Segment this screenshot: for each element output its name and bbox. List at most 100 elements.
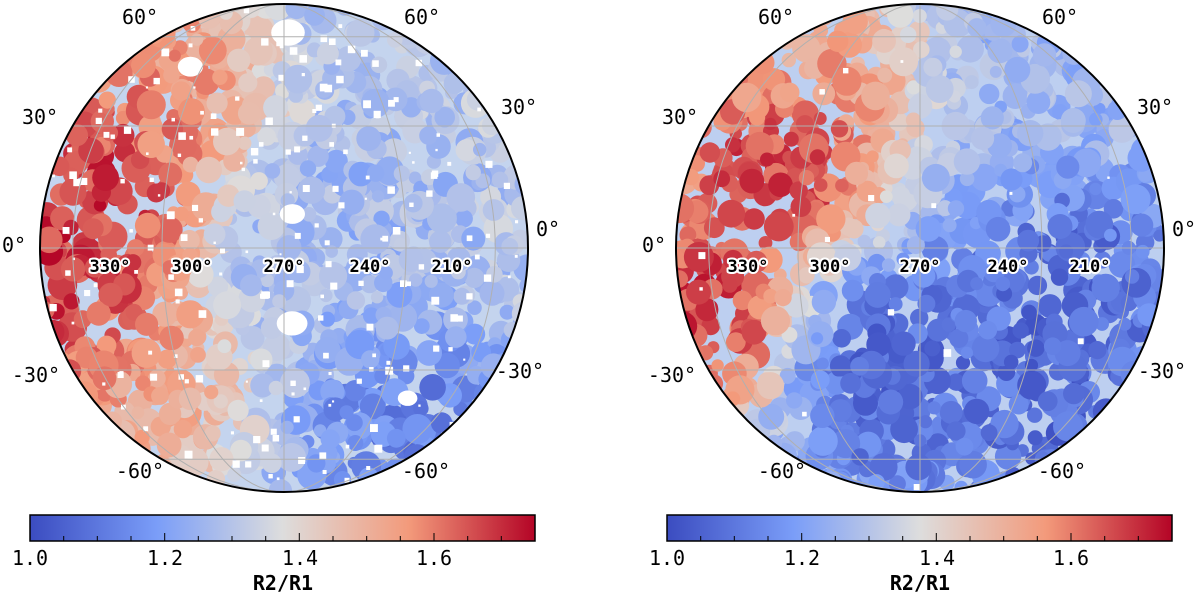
map-patch xyxy=(213,394,228,409)
map-patch xyxy=(828,399,852,423)
map-patch xyxy=(796,115,814,134)
map-patch xyxy=(314,337,341,364)
map-patch xyxy=(96,335,117,356)
map-patch xyxy=(429,230,452,253)
map-patch xyxy=(161,118,184,140)
lon-label: 240° xyxy=(988,257,1029,277)
map-patch xyxy=(301,207,317,222)
data-gap xyxy=(95,117,102,124)
data-gap xyxy=(887,309,895,316)
data-gap xyxy=(180,234,188,241)
data-gap xyxy=(474,254,480,260)
lat-label: 30° xyxy=(501,95,537,119)
data-gap xyxy=(271,19,305,46)
map-patch xyxy=(217,339,232,354)
map-patch xyxy=(906,80,921,95)
map-patch xyxy=(464,267,485,288)
map-patch xyxy=(1012,322,1029,339)
map-patch xyxy=(884,153,909,179)
colorbar-tick-label: 1.6 xyxy=(1053,546,1089,570)
map-patch xyxy=(156,216,183,243)
map-patch xyxy=(379,266,393,280)
data-gap xyxy=(319,83,328,92)
map-patch xyxy=(960,346,974,359)
data-gap xyxy=(324,240,330,246)
data-gap xyxy=(302,135,308,141)
map-patch xyxy=(136,90,166,120)
map-patch xyxy=(348,161,374,187)
map-patch xyxy=(866,150,879,163)
data-gap xyxy=(148,350,153,355)
map-patch xyxy=(1089,182,1102,196)
map-patch xyxy=(866,332,891,357)
map-patch xyxy=(430,412,453,434)
map-patch xyxy=(917,294,936,313)
data-gap xyxy=(843,68,849,74)
map-patch xyxy=(1038,294,1062,318)
data-gap xyxy=(314,223,319,228)
map-patch xyxy=(356,126,382,151)
data-gap xyxy=(336,75,344,84)
map-patch xyxy=(204,385,219,400)
map-patch xyxy=(923,57,943,77)
map-patch xyxy=(419,374,446,401)
lat-label: 30° xyxy=(662,105,698,129)
data-gap xyxy=(232,460,240,468)
colorbar-tick-label: 1.0 xyxy=(12,546,48,570)
map-patch xyxy=(953,148,981,175)
map-patch xyxy=(760,306,791,336)
map-patch xyxy=(743,208,765,230)
data-gap xyxy=(241,167,245,172)
map-patch xyxy=(227,48,251,72)
map-patch xyxy=(878,389,904,415)
globe-left-border xyxy=(39,3,529,493)
map-patch xyxy=(320,429,340,449)
map-patch xyxy=(978,320,998,340)
map-patch xyxy=(924,340,941,357)
map-patch xyxy=(779,367,796,384)
map-patch xyxy=(921,235,949,263)
map-patch xyxy=(511,301,528,326)
data-gap xyxy=(431,170,439,177)
map-patch xyxy=(822,471,842,491)
map-patch xyxy=(397,367,415,385)
data-gap xyxy=(483,274,492,282)
map-patch xyxy=(159,325,184,351)
map-patch xyxy=(363,307,380,325)
data-gap xyxy=(426,190,433,197)
map-patch xyxy=(304,5,325,26)
map-patch xyxy=(398,247,424,272)
data-gap xyxy=(161,48,170,57)
map-patch xyxy=(152,301,178,327)
map-patch xyxy=(445,326,467,348)
map-patch xyxy=(741,319,767,345)
map-patch xyxy=(844,219,864,239)
data-gap xyxy=(110,134,115,139)
globe-right-lat-labels: 60° 60° 30° 30° 0° 0° -30° -30° -60° -60… xyxy=(642,5,1196,483)
map-patch xyxy=(832,66,862,96)
data-gap xyxy=(220,248,225,254)
map-patch xyxy=(158,162,183,187)
data-gap xyxy=(259,399,263,402)
map-patch xyxy=(386,428,406,448)
map-patch xyxy=(238,73,258,93)
data-gap xyxy=(387,186,395,194)
map-patch xyxy=(393,165,410,182)
map-patch xyxy=(1013,153,1033,173)
graticule-meridian xyxy=(161,4,285,492)
data-gap xyxy=(150,373,158,381)
map-patch xyxy=(841,279,864,302)
map-patch xyxy=(151,387,169,405)
map-patch xyxy=(763,288,778,304)
data-gap xyxy=(370,424,378,432)
lon-label: 240° xyxy=(350,257,391,277)
map-patch xyxy=(1053,411,1083,442)
map-patch xyxy=(679,226,697,244)
map-patch xyxy=(461,226,486,251)
data-gap xyxy=(320,294,324,299)
map-patch xyxy=(370,291,384,304)
lat-label: -60° xyxy=(402,459,450,483)
map-patch xyxy=(811,289,837,315)
data-gap xyxy=(335,59,342,66)
map-patch xyxy=(371,6,396,31)
